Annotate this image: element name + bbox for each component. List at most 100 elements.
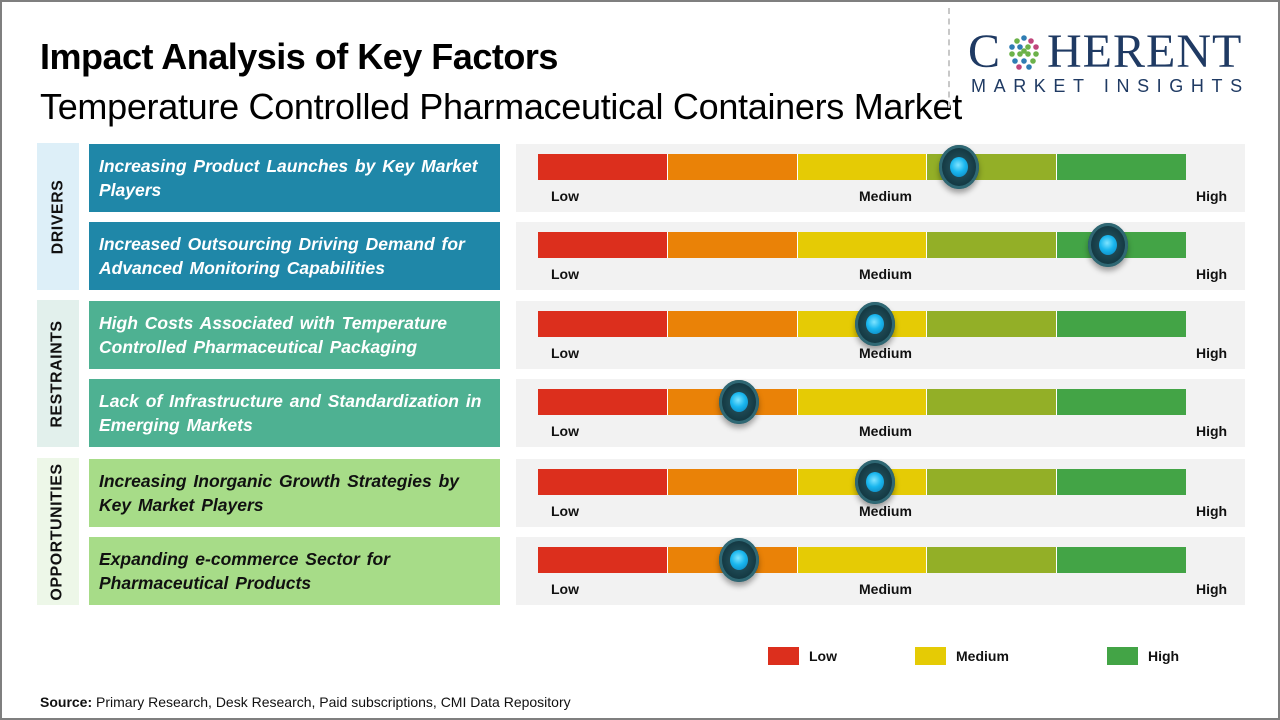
scale-segment-1 [538, 547, 668, 573]
logo-dot [1030, 58, 1036, 64]
logo-dot [1025, 44, 1031, 50]
factor-label: Expanding e-commerce Sector for Pharmace… [89, 537, 500, 605]
impact-marker-knob [939, 145, 980, 189]
company-logo: C HERENT MARKET INSIGHTS [968, 25, 1260, 97]
logo-dot [1033, 44, 1039, 50]
impact-scale-bar [538, 389, 1186, 415]
scale-segment-5 [1057, 547, 1186, 573]
legend-item-low: Low [768, 647, 837, 665]
scale-label-high: High [1196, 266, 1228, 282]
impact-gauge: Low Medium High [516, 379, 1245, 447]
scale-segment-3 [797, 547, 928, 573]
factor-label: Lack of Infrastructure and Standardizati… [89, 379, 500, 447]
scale-segment-5 [1057, 389, 1186, 415]
legend-swatch-medium [915, 647, 946, 665]
logo-dot [1021, 58, 1027, 64]
logo-divider [948, 8, 950, 108]
scale-label-medium: Medium [859, 266, 912, 282]
logo-dot [1017, 51, 1023, 57]
legend-label-medium: Medium [956, 648, 1009, 664]
scale-segment-3 [797, 232, 928, 258]
logo-tagline: MARKET INSIGHTS [971, 76, 1250, 96]
scale-segment-4 [927, 389, 1058, 415]
logo-dot [1009, 51, 1015, 57]
factor-label: Increased Outsourcing Driving Demand for… [89, 222, 500, 290]
category-label-opportunities: OPPORTUNITIES [37, 458, 79, 605]
scale-segment-2 [667, 469, 798, 495]
impact-gauge: Low Medium High [516, 537, 1245, 605]
factor-label: High Costs Associated with Temperature C… [89, 301, 500, 369]
logo-dot [1016, 64, 1022, 70]
logo-dot [1009, 44, 1015, 50]
page-title: Impact Analysis of Key Factors [40, 36, 558, 77]
scale-segment-1 [538, 469, 668, 495]
scale-label-medium: Medium [859, 423, 912, 439]
impact-scale-bar [538, 154, 1186, 180]
scale-label-medium: Medium [859, 581, 912, 597]
logo-dot [1021, 35, 1027, 41]
impact-marker-knob [854, 302, 895, 346]
scale-segment-2 [667, 154, 798, 180]
scale-segment-1 [538, 232, 668, 258]
category-label-drivers: DRIVERS [37, 143, 79, 290]
scale-label-medium: Medium [859, 503, 912, 519]
page-subtitle: Temperature Controlled Pharmaceutical Co… [40, 86, 962, 127]
scale-label-low: Low [551, 503, 579, 519]
legend-item-high: High [1107, 647, 1179, 665]
impact-marker-knob [854, 460, 895, 504]
impact-scale-bar [538, 311, 1186, 337]
scale-segment-1 [538, 389, 668, 415]
impact-gauge: Low Medium High [516, 301, 1245, 369]
scale-label-high: High [1196, 345, 1228, 361]
factor-label: Increasing Inorganic Growth Strategies b… [89, 459, 500, 527]
logo-dot [1012, 58, 1018, 64]
source-text: Primary Research, Desk Research, Paid su… [92, 694, 571, 710]
scale-segment-2 [667, 311, 798, 337]
scale-segment-4 [927, 311, 1058, 337]
impact-gauge: Low Medium High [516, 222, 1245, 290]
legend-swatch-high [1107, 647, 1138, 665]
source-label: Source: [40, 694, 93, 710]
impact-marker-knob [718, 380, 759, 424]
scale-segment-1 [538, 311, 668, 337]
scale-segment-5 [1057, 311, 1186, 337]
impact-scale-bar [538, 547, 1186, 573]
globe-dots-icon [1009, 35, 1039, 70]
scale-label-high: High [1196, 503, 1228, 519]
scale-label-low: Low [551, 345, 579, 361]
scale-label-medium: Medium [859, 188, 912, 204]
scale-segment-4 [927, 547, 1058, 573]
category-label-restraints: RESTRAINTS [37, 300, 79, 447]
impact-gauge: Low Medium High [516, 144, 1245, 212]
scale-label-medium: Medium [859, 345, 912, 361]
scale-label-high: High [1196, 423, 1228, 439]
legend-swatch-low [768, 647, 799, 665]
factor-label: Increasing Product Launches by Key Marke… [89, 144, 500, 212]
logo-dot [1014, 38, 1020, 44]
scale-label-low: Low [551, 423, 579, 439]
scale-label-high: High [1196, 188, 1228, 204]
scale-segment-5 [1057, 154, 1186, 180]
scale-label-low: Low [551, 581, 579, 597]
legend-label-low: Low [809, 648, 837, 664]
scale-segment-3 [797, 154, 928, 180]
scale-segment-5 [1057, 469, 1186, 495]
logo-dot [1025, 51, 1031, 57]
logo-dot [1033, 51, 1039, 57]
logo-word-right: HERENT [1047, 25, 1243, 78]
impact-marker-knob [718, 538, 759, 582]
scale-label-high: High [1196, 581, 1228, 597]
scale-segment-1 [538, 154, 668, 180]
logo-dot [1017, 44, 1023, 50]
logo-dot [1028, 38, 1034, 44]
impact-scale-bar [538, 469, 1186, 495]
impact-gauge: Low Medium High [516, 459, 1245, 527]
logo-word-left: C [968, 25, 1002, 78]
scale-segment-4 [927, 232, 1058, 258]
logo-dot [1026, 64, 1032, 70]
scale-label-low: Low [551, 266, 579, 282]
scale-segment-3 [797, 389, 928, 415]
impact-marker-knob [1088, 223, 1129, 267]
scale-label-low: Low [551, 188, 579, 204]
